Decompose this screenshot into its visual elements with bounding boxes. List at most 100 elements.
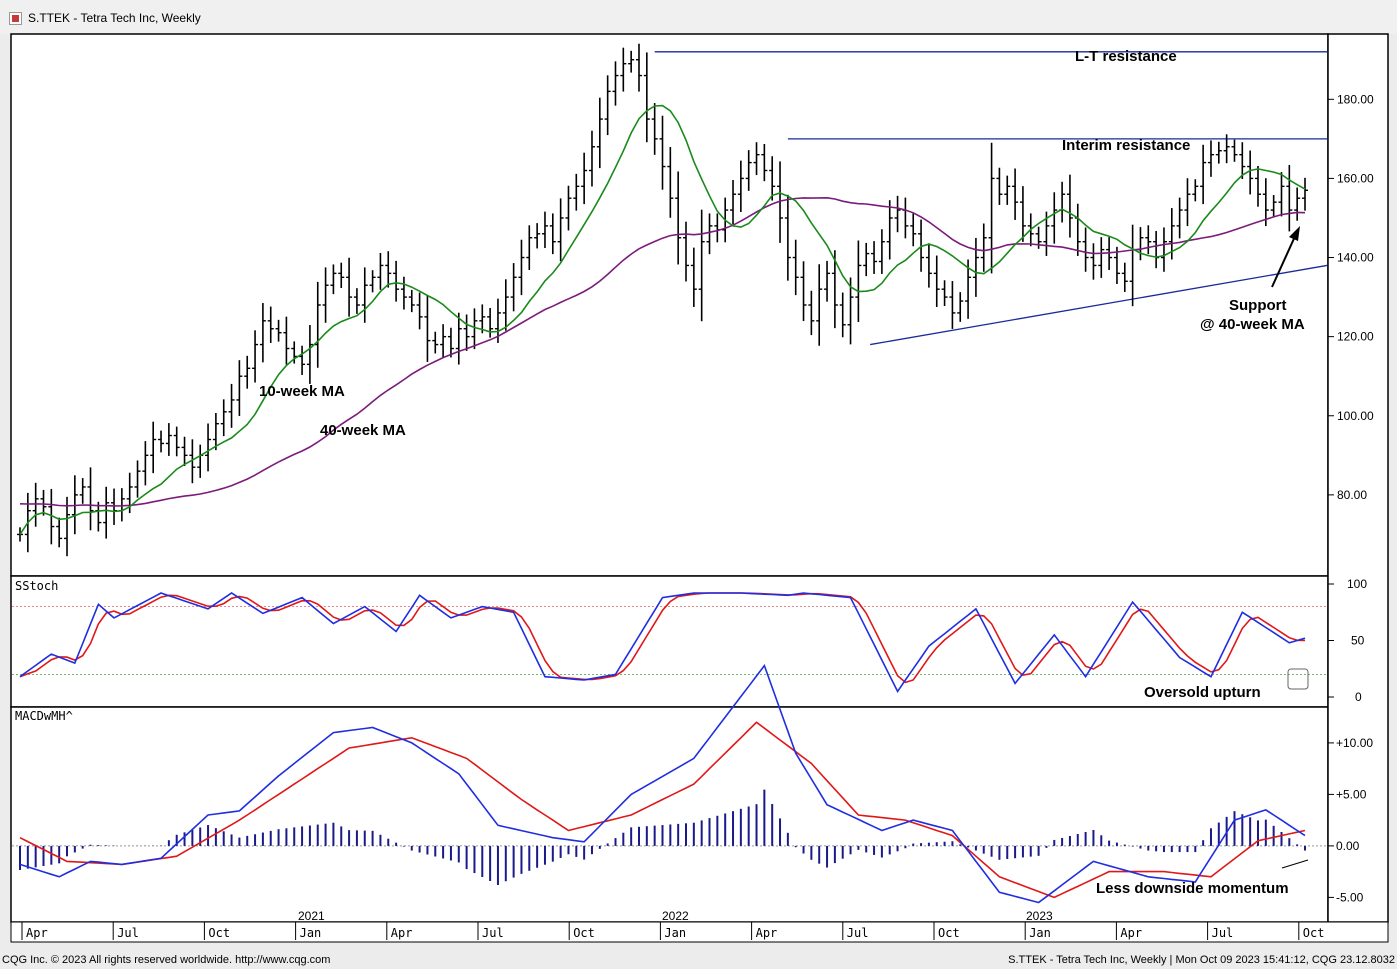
price-bar	[103, 486, 110, 539]
macd-panel[interactable]	[10, 706, 1329, 923]
price-bar	[706, 213, 713, 255]
price-bar	[455, 312, 462, 365]
price-bar	[1302, 177, 1308, 211]
price-bar	[361, 267, 368, 323]
macd-line	[19, 663, 1306, 904]
price-bar	[283, 316, 290, 365]
price-bar	[463, 314, 470, 351]
price-bar	[1239, 142, 1246, 180]
stoch-tick-label: 0	[1355, 690, 1362, 704]
price-bar	[878, 229, 885, 274]
price-bar	[620, 47, 627, 92]
price-panel[interactable]	[10, 33, 1329, 577]
price-bar	[393, 260, 400, 302]
price-bar	[385, 251, 392, 288]
x-axis: Apr Jul Oct Jan Apr Jul Oct Jan Apr Jul Oct Jan Apr J…	[21, 909, 1324, 940]
price-bar	[165, 423, 172, 456]
price-bar	[87, 467, 94, 531]
price-bar	[949, 281, 956, 329]
x-tick-label: Jan	[300, 926, 322, 940]
price-bar	[847, 277, 854, 345]
price-bar	[56, 517, 63, 548]
footer-status: S.TTEK - Tetra Tech Inc, Weekly | Mon Oc…	[1008, 954, 1395, 966]
price-bar	[635, 43, 642, 92]
x-year-label: 2021	[298, 909, 325, 923]
annotation-ma40: 40-week MA	[320, 422, 406, 439]
price-bar	[64, 496, 71, 557]
x-tick-label: Apr	[1120, 926, 1142, 940]
price-bar	[150, 421, 157, 474]
price-bar	[808, 290, 815, 336]
price-tick-label: 80.00	[1337, 488, 1367, 502]
price-bar	[244, 355, 251, 389]
x-year-label: 2022	[662, 909, 689, 923]
macd-tick-label: +5.00	[1336, 787, 1367, 801]
price-bar	[1231, 139, 1238, 162]
price-bar	[267, 306, 274, 343]
price-bar	[440, 324, 447, 358]
price-bar	[871, 241, 878, 274]
footer-copyright: CQG Inc. © 2023 All rights reserved worl…	[2, 954, 331, 966]
price-bar	[259, 303, 266, 363]
price-bar	[996, 167, 1003, 205]
annotation-less-downside: Less downside momentum	[1096, 880, 1289, 897]
macd-histogram	[19, 789, 1306, 885]
price-bar	[236, 360, 243, 416]
price-bar	[972, 237, 979, 297]
price-bar	[408, 289, 415, 313]
price-bar	[424, 295, 431, 362]
price-bar	[189, 439, 196, 484]
stochastic-panel[interactable]	[10, 575, 1329, 708]
price-bar	[205, 423, 212, 472]
price-bar	[698, 209, 705, 322]
price-y-axis: 80.00 100.00 120.00 140.00 160.00 180.00	[1328, 92, 1374, 502]
stoch-k-line	[19, 592, 1306, 693]
stoch-tick-label: 100	[1347, 577, 1367, 591]
trend-line	[870, 264, 1328, 346]
price-tick-label: 100.00	[1337, 409, 1374, 423]
x-tick-label: Jan	[664, 926, 686, 940]
price-bar	[353, 288, 360, 314]
x-tick-label: Apr	[391, 926, 413, 940]
price-bar	[322, 267, 329, 323]
price-bar	[573, 173, 580, 211]
price-bar	[1082, 227, 1089, 272]
price-bar	[1184, 178, 1191, 227]
annotation-interim-resistance: Interim resistance	[1062, 137, 1190, 154]
stoch-y-axis: 0 50 100	[1328, 577, 1367, 704]
price-bar	[400, 276, 407, 310]
price-bar	[667, 146, 674, 218]
price-bar	[831, 250, 838, 329]
macd-divergence-line	[1281, 859, 1309, 869]
price-bar	[761, 143, 768, 182]
price-bar	[925, 243, 932, 288]
price-bar	[40, 489, 47, 516]
app-icon	[9, 12, 22, 25]
price-bar	[1278, 172, 1285, 217]
price-bar	[534, 223, 541, 249]
x-tick-label: Apr	[26, 926, 48, 940]
price-bar	[541, 211, 548, 249]
price-bar	[1192, 179, 1199, 202]
price-bar	[565, 185, 572, 231]
price-bar	[628, 50, 635, 73]
price-bar	[659, 115, 666, 190]
x-tick-label: Jan	[1029, 926, 1051, 940]
price-bar	[1160, 227, 1167, 272]
price-bar	[824, 260, 831, 302]
price-bar	[1215, 141, 1222, 164]
x-tick-label: Jul	[117, 926, 139, 940]
price-bar	[377, 252, 384, 290]
price-bar	[252, 330, 259, 383]
price-bars	[17, 43, 1308, 557]
price-bar	[447, 327, 454, 358]
annotation-oversold-upturn: Oversold upturn	[1144, 684, 1261, 701]
annotation-ma10: 10-week MA	[259, 383, 345, 400]
price-tick-label: 120.00	[1337, 330, 1374, 344]
price-bar	[432, 331, 439, 354]
price-bar	[933, 255, 940, 307]
price-bar	[369, 270, 376, 293]
annotation-lt-resistance: L-T resistance	[1075, 48, 1177, 65]
price-bar	[588, 130, 595, 187]
